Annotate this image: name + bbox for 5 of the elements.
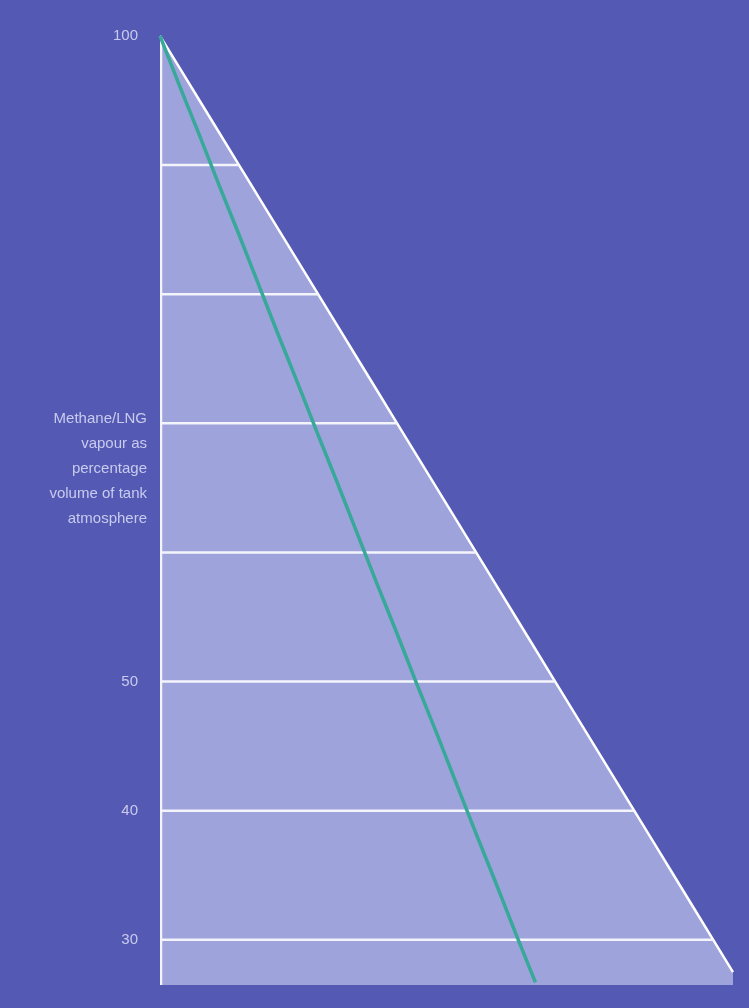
y-axis-title: Methane/LNG vapour as percentage volume of tank atmosphere [48, 408, 147, 528]
y-tick-label: 100 [112, 26, 138, 44]
y-tick-label: 30 [121, 929, 138, 947]
y-tick-label: 50 [121, 671, 138, 689]
y-tick-label: 40 [121, 800, 138, 818]
